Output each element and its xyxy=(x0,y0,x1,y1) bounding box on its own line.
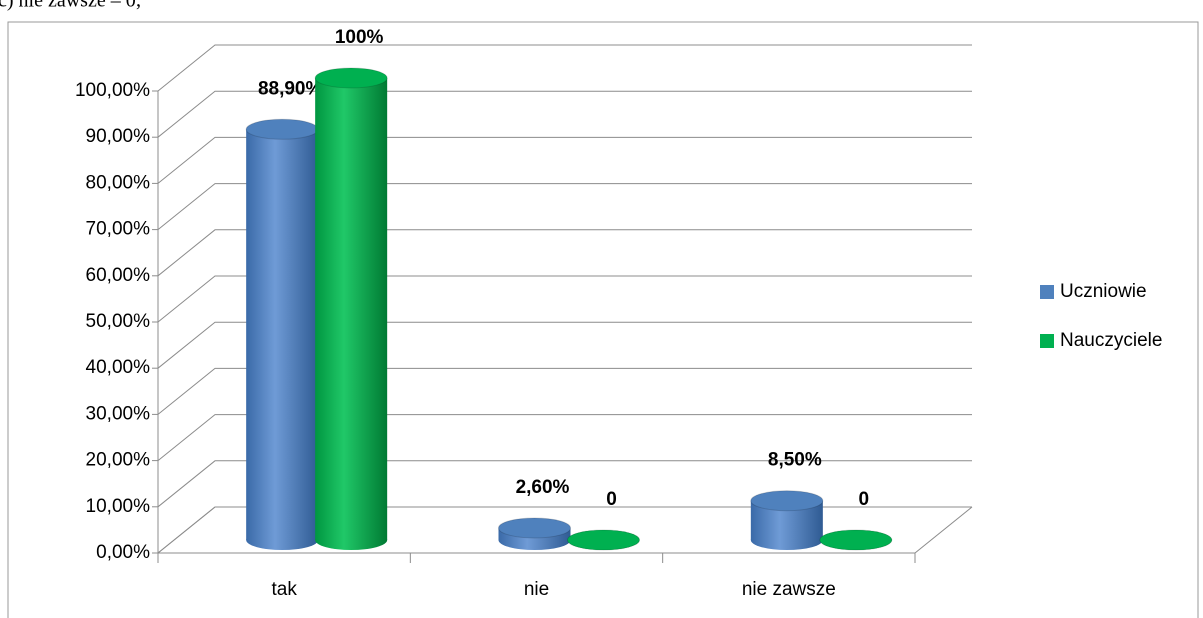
chart-border xyxy=(7,21,1199,618)
grid-line xyxy=(157,44,972,92)
bar xyxy=(750,490,824,550)
y-tick-label: 100,00% xyxy=(75,80,150,101)
caption: c) nie zawsze – 0; xyxy=(0,0,141,12)
legend-swatch xyxy=(1040,334,1054,348)
bar xyxy=(314,67,388,550)
y-tick-label: 0,00% xyxy=(96,542,150,563)
data-label: 2,60% xyxy=(516,477,570,498)
grid-line xyxy=(157,321,972,369)
grid-line xyxy=(157,460,972,508)
data-label: 8,50% xyxy=(768,450,822,471)
y-tick-label: 20,00% xyxy=(86,450,151,471)
grid-line xyxy=(157,136,972,184)
y-tick-label: 80,00% xyxy=(86,172,151,193)
grid-line xyxy=(157,506,972,554)
y-tick-label: 60,00% xyxy=(86,265,151,286)
bar xyxy=(567,529,640,551)
y-tick-label: 70,00% xyxy=(86,219,151,240)
data-label: 100% xyxy=(335,27,384,48)
data-label: 0 xyxy=(606,489,617,510)
data-label: 0 xyxy=(859,489,870,510)
legend-swatch xyxy=(1040,285,1054,299)
grid-line xyxy=(157,183,972,230)
bar xyxy=(498,517,571,550)
grid-line xyxy=(157,229,972,277)
legend-label: Uczniowie xyxy=(1060,281,1147,302)
y-tick-label: 90,00% xyxy=(86,126,151,147)
y-tick-label: 30,00% xyxy=(86,403,151,424)
y-tick-label: 40,00% xyxy=(86,357,151,378)
data-label: 88,90% xyxy=(258,78,323,99)
y-tick-label: 10,00% xyxy=(86,496,151,517)
bar xyxy=(819,529,893,551)
grid-line xyxy=(157,90,972,138)
x-tick-label: nie zawsze xyxy=(742,579,836,600)
grid-line xyxy=(157,275,972,323)
y-tick-label: 50,00% xyxy=(86,311,151,332)
grid-line xyxy=(157,414,972,461)
bar xyxy=(245,118,319,550)
legend-label: Nauczyciele xyxy=(1060,330,1162,351)
x-tick-label: tak xyxy=(271,579,297,600)
grid-line xyxy=(157,367,972,415)
x-tick-label: nie xyxy=(524,579,549,600)
